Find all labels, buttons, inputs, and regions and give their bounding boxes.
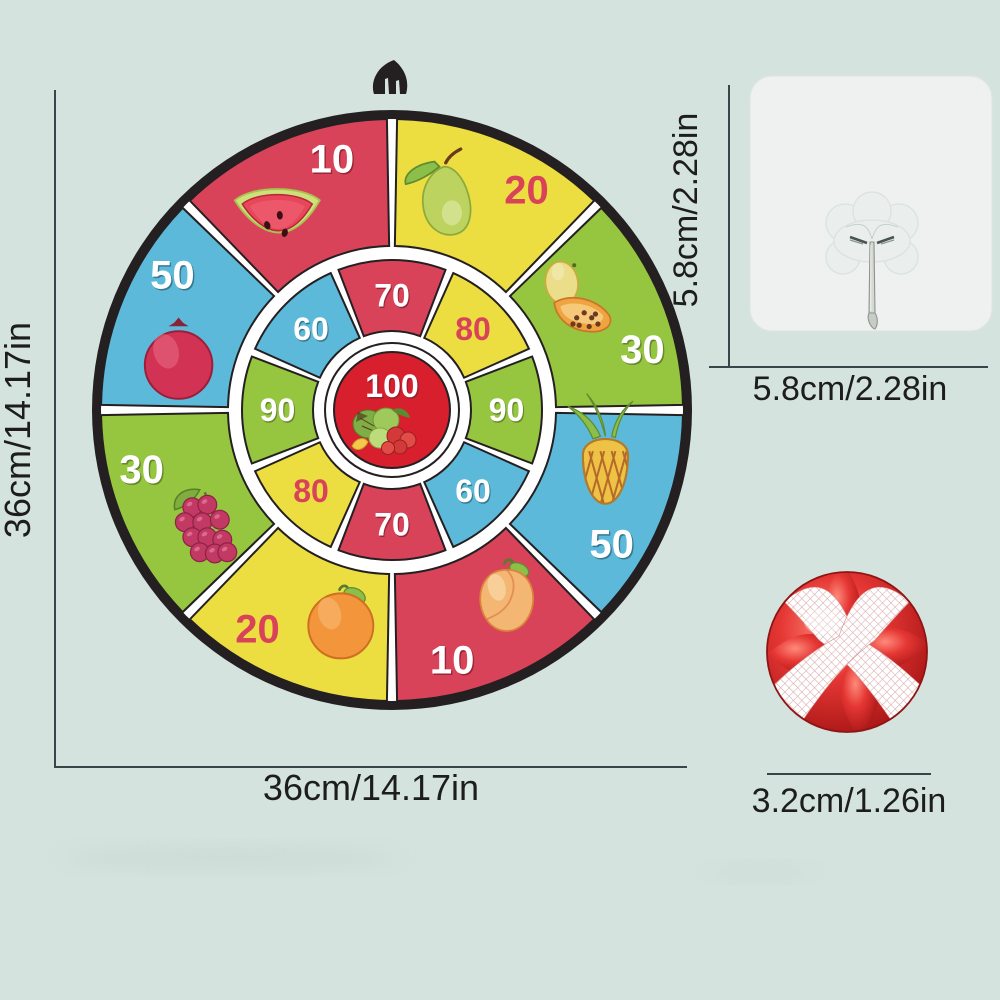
svg-text:36cm/14.17in: 36cm/14.17in: [0, 322, 38, 538]
svg-text:5.8cm/2.28in: 5.8cm/2.28in: [753, 370, 948, 408]
svg-text:80: 80: [455, 311, 491, 347]
svg-text:3.2cm/1.26in: 3.2cm/1.26in: [752, 782, 947, 820]
svg-text:5.8cm/2.28in: 5.8cm/2.28in: [667, 113, 705, 308]
svg-text:30: 30: [119, 448, 164, 492]
svg-text:90: 90: [260, 392, 296, 428]
svg-text:60: 60: [293, 311, 329, 347]
svg-text:70: 70: [374, 278, 410, 314]
svg-text:30: 30: [620, 328, 665, 372]
svg-text:60: 60: [455, 473, 491, 509]
svg-text:50: 50: [589, 523, 634, 567]
svg-text:10: 10: [430, 638, 475, 682]
svg-text:50: 50: [150, 254, 195, 298]
svg-text:70: 70: [374, 507, 410, 543]
svg-text:20: 20: [235, 608, 280, 652]
svg-text:90: 90: [489, 392, 525, 428]
svg-text:36cm/14.17in: 36cm/14.17in: [263, 767, 479, 808]
svg-text:80: 80: [293, 473, 329, 509]
svg-text:100: 100: [365, 368, 418, 404]
svg-text:10: 10: [310, 138, 355, 182]
svg-text:20: 20: [504, 168, 549, 212]
